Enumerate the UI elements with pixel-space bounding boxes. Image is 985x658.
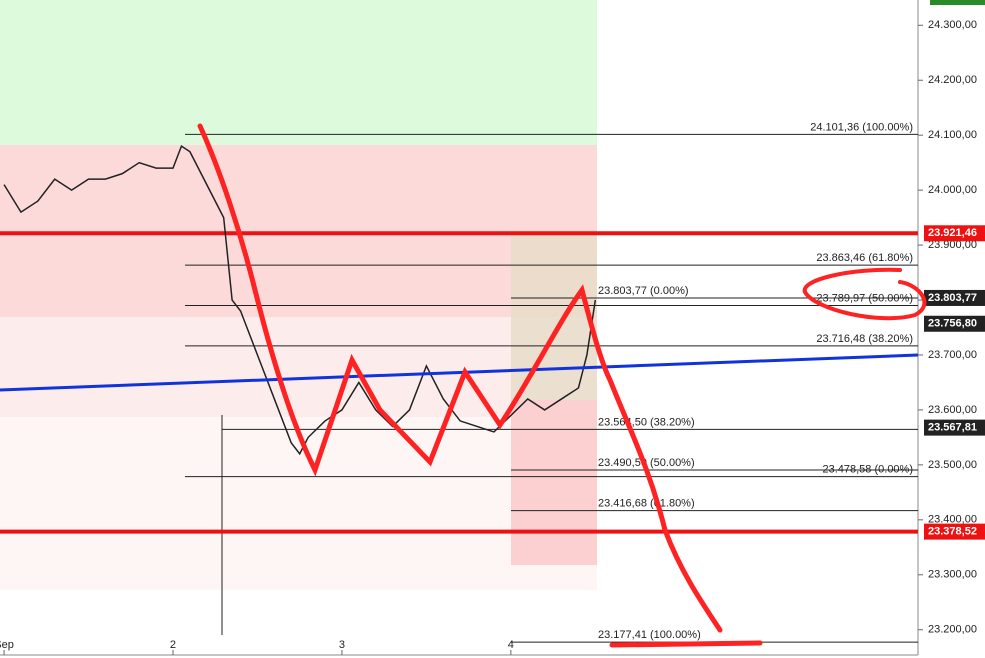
- fib-label: 23.803,77 (0.00%): [598, 285, 689, 297]
- price-tag-label: 23.378,52: [928, 526, 977, 538]
- y-tick-label: 24.200,00: [928, 74, 977, 86]
- x-tick-label: Sep: [0, 639, 14, 651]
- box-zone: [511, 230, 597, 400]
- fib-label: 23.789,97 (50.00%): [816, 292, 913, 304]
- price-tag-label: 23.567,81: [928, 422, 977, 434]
- fib-label: 23.716,48 (38.20%): [816, 333, 913, 345]
- y-tick-label: 23.900,00: [928, 239, 977, 251]
- y-tick-label: 23.200,00: [928, 624, 977, 636]
- price-tag: [924, 419, 985, 436]
- box-zone-red: [511, 400, 597, 565]
- price-tag: [924, 315, 985, 332]
- light-red-zone: [0, 317, 597, 417]
- x-tick-label: 4: [508, 639, 514, 651]
- annotation: [197, 123, 927, 648]
- y-tick-label: 24.300,00: [928, 19, 977, 31]
- y-tick-label: 23.300,00: [928, 569, 977, 581]
- fib-label: 23.416,68 (61.80%): [598, 498, 695, 510]
- fib-label: 23.478,58 (0.00%): [822, 464, 913, 476]
- y-tick-label: 23.400,00: [928, 514, 977, 526]
- y-tick-label: 23.700,00: [928, 349, 977, 361]
- x-tick-label: 2: [170, 639, 176, 651]
- y-tick-label: 23.600,00: [928, 404, 977, 416]
- y-tick-label: 24.100,00: [928, 129, 977, 141]
- hand-drawn-underline: [609, 640, 763, 648]
- price-tag-label: 23.756,80: [928, 318, 977, 330]
- price-tag: [924, 289, 985, 306]
- trend-line: [0, 353, 919, 392]
- hand-drawn-circle: [802, 267, 927, 321]
- green-zone: [0, 0, 597, 145]
- price-tag: [924, 523, 985, 540]
- flag: [930, 0, 985, 5]
- x-tick-label: 3: [339, 639, 345, 651]
- fib-label: 23.863,46 (61.80%): [816, 252, 913, 264]
- price-tag: [924, 225, 985, 242]
- fib-label: 24.101,36 (100.00%): [810, 121, 913, 133]
- hand-drawn-path: [197, 123, 723, 633]
- price-tag-label: 23.921,46: [928, 227, 977, 239]
- y-tick-label: 24.000,00: [928, 184, 977, 196]
- faint-zone: [0, 417, 597, 590]
- plot: 24.300,00 24.200,00 24.100,00 24.000,00 23.9…: [0, 19, 985, 655]
- red-zone: [0, 145, 597, 317]
- price-tag-label: 23.803,77: [928, 292, 977, 304]
- fib-label: 23.564,50 (38.20%): [598, 416, 695, 428]
- fib-label: 23.177,41 (100.00%): [598, 629, 701, 641]
- y-tick-label: 23.500,00: [928, 459, 977, 471]
